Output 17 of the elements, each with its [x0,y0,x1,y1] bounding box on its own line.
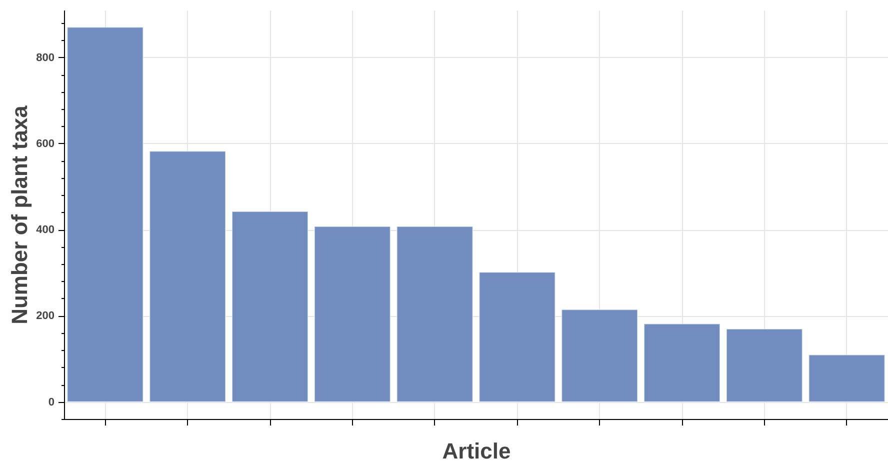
y-tick-label: 200 [36,310,54,322]
y-tick-label: 400 [36,224,54,236]
x-axis-title: Article [442,438,511,464]
bar [726,328,803,402]
bar [808,354,886,402]
bar [232,210,308,402]
bar [66,26,144,402]
bar [314,226,391,402]
y-tick-label: 600 [36,138,54,150]
bar [149,150,226,402]
y-tick-label: 800 [36,52,54,64]
bar [478,272,556,402]
bar [396,226,474,402]
bar [644,323,720,402]
y-tick-label: 0 [48,396,54,408]
y-axis-title: Number of plant taxa [7,104,32,324]
bar [561,309,638,402]
